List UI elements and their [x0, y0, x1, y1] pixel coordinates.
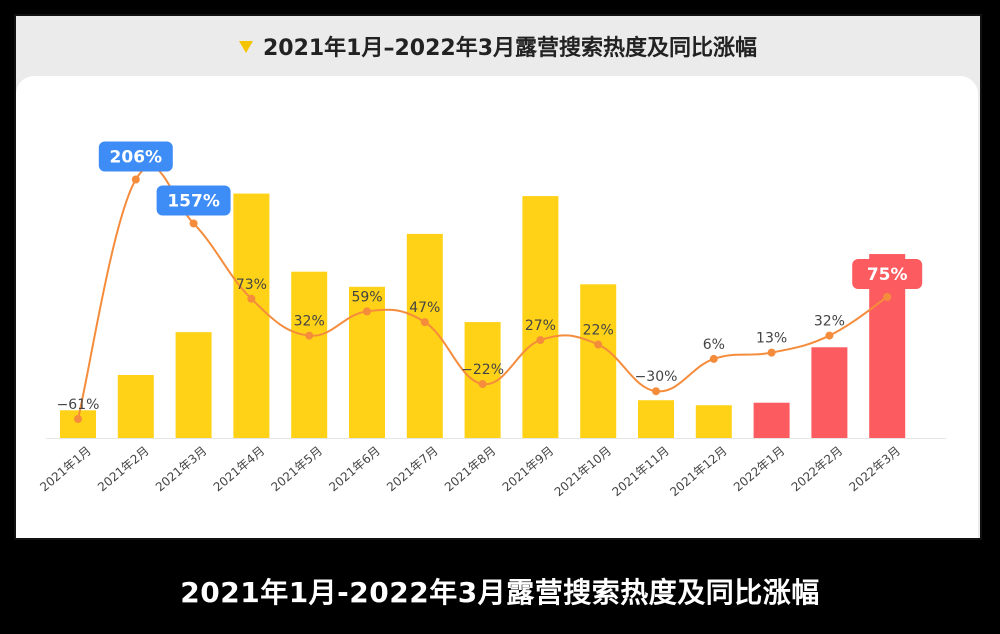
growth-label-13: 13% [756, 331, 787, 347]
bar-11 [638, 400, 674, 438]
bar-13 [753, 402, 790, 438]
x-tick-label-9: 2021年9月 [500, 444, 557, 495]
x-tick-label-14: 2022年2月 [789, 444, 846, 495]
growth-badge-15 [852, 259, 923, 290]
x-tick-label-4: 2021年4月 [211, 444, 268, 495]
chart-card: 2021年1月 2021年2月 2021年3月 2021年4月 2021年5月 2021年… [16, 76, 978, 538]
growth-point-12 [709, 354, 718, 363]
image-caption: 2021年1月-2022年3月露营搜索热度及同比涨幅 [180, 576, 820, 609]
bar-14 [811, 347, 848, 438]
growth-point-10 [594, 340, 603, 349]
growth-label-4: 73% [236, 277, 267, 293]
growth-point-6 [363, 307, 371, 316]
growth-point-9 [536, 336, 545, 345]
x-tick-label-11: 2021年11月 [609, 444, 671, 500]
x-tick-label-10: 2021年10月 [552, 444, 614, 500]
growth-point-15 [883, 293, 892, 302]
bar-12 [695, 405, 732, 438]
bar-1 [60, 410, 96, 438]
x-tick-label-3: 2021年3月 [153, 444, 210, 495]
growth-point-11 [652, 387, 660, 396]
growth-label-14: 32% [814, 314, 845, 330]
bar-5 [291, 271, 328, 438]
x-tick-label-12: 2021年12月 [667, 444, 729, 500]
growth-point-7 [420, 318, 429, 327]
growth-point-3 [189, 219, 198, 228]
bar-3 [175, 332, 212, 438]
bar-4 [233, 193, 270, 438]
bar-10 [580, 284, 617, 438]
growth-point-13 [767, 348, 776, 357]
growth-label-12: 6% [703, 337, 725, 353]
growth-point-8 [478, 380, 487, 389]
x-tick-label-8: 2021年8月 [442, 444, 499, 495]
growth-point-2 [131, 175, 140, 184]
x-tick-label-1: 2021年1月 [37, 444, 94, 495]
bar-7 [406, 233, 443, 438]
growth-point-4 [247, 294, 256, 303]
growth-badge-2 [98, 141, 173, 172]
growth-label-5: 32% [294, 314, 325, 330]
x-tick-label-7: 2021年7月 [384, 444, 441, 495]
growth-label-8: −22% [461, 362, 504, 378]
growth-point-1 [74, 415, 82, 424]
chart-frame: 2021年1月–2022年3月露营搜索热度及同比涨幅 2021年1月 2021年2… [14, 14, 982, 540]
growth-label-6: 59% [351, 289, 382, 305]
growth-label-2: 206% [110, 148, 163, 168]
growth-label-10: 22% [583, 323, 614, 339]
x-tick-label-2: 2021年2月 [95, 444, 152, 495]
bar-9 [522, 196, 559, 438]
x-tick-label-6: 2021年6月 [326, 444, 383, 495]
growth-label-1: −61% [57, 397, 100, 413]
chart-panel: 2021年1月–2022年3月露营搜索热度及同比涨幅 2021年1月 2021年2… [14, 14, 982, 540]
chart-title-bar: 2021年1月–2022年3月露营搜索热度及同比涨幅 [16, 26, 980, 66]
growth-badge-3 [156, 185, 231, 216]
x-tick-label-13: 2022年1月 [731, 444, 788, 495]
growth-point-14 [825, 331, 834, 340]
bar-2 [117, 375, 154, 438]
chart-title: 2021年1月–2022年3月露营搜索热度及同比涨幅 [262, 36, 758, 61]
growth-label-3: 157% [167, 191, 220, 211]
x-tick-label-15: 2022年3月 [846, 444, 903, 495]
bar-line-chart: 2021年1月 2021年2月 2021年3月 2021年4月 2021年5月 2021年… [37, 141, 946, 500]
x-tick-label-5: 2021年5月 [268, 444, 325, 495]
growth-label-7: 47% [409, 300, 440, 316]
growth-label-15: 75% [867, 265, 908, 285]
triangle-down-icon [238, 41, 253, 53]
growth-label-11: −30% [635, 369, 678, 385]
growth-label-9: 27% [525, 318, 556, 334]
growth-point-5 [305, 331, 314, 340]
